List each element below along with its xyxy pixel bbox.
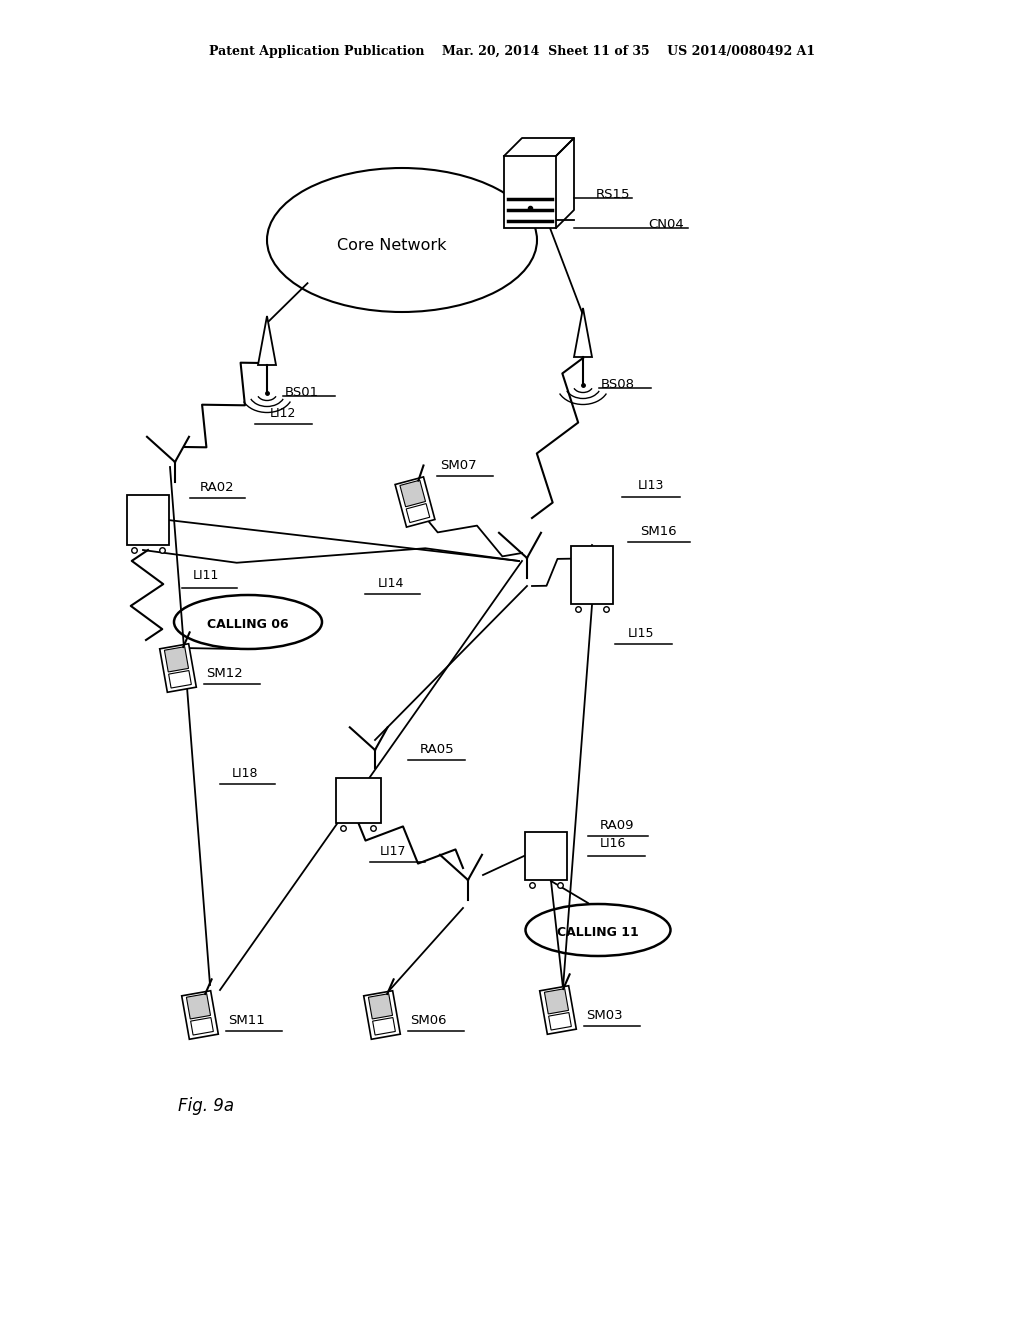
Text: CALLING 06: CALLING 06 xyxy=(207,618,289,631)
Text: SM06: SM06 xyxy=(410,1014,446,1027)
Text: LI13: LI13 xyxy=(638,479,665,492)
Polygon shape xyxy=(190,1018,213,1035)
Text: BS01: BS01 xyxy=(285,385,319,399)
Bar xyxy=(127,495,169,545)
Text: LI17: LI17 xyxy=(380,845,407,858)
Text: LI11: LI11 xyxy=(193,569,219,582)
Text: LI16: LI16 xyxy=(600,837,627,850)
Text: SM11: SM11 xyxy=(228,1014,265,1027)
Text: RA05: RA05 xyxy=(420,743,455,756)
Text: RA02: RA02 xyxy=(200,480,234,494)
Text: LI18: LI18 xyxy=(232,767,258,780)
Polygon shape xyxy=(165,647,188,672)
Polygon shape xyxy=(545,989,568,1014)
Text: SM03: SM03 xyxy=(586,1008,623,1022)
Text: LI14: LI14 xyxy=(378,577,404,590)
Bar xyxy=(571,546,613,605)
Text: SM16: SM16 xyxy=(640,525,677,539)
Text: SM07: SM07 xyxy=(440,459,476,473)
Text: Fig. 9a: Fig. 9a xyxy=(178,1097,234,1115)
Polygon shape xyxy=(549,1012,571,1030)
Polygon shape xyxy=(373,1018,395,1035)
Text: BS08: BS08 xyxy=(601,378,635,391)
Polygon shape xyxy=(504,156,556,228)
Text: Core Network: Core Network xyxy=(337,238,446,252)
Polygon shape xyxy=(400,480,426,507)
Polygon shape xyxy=(540,986,577,1035)
Text: CN04: CN04 xyxy=(648,218,684,231)
Polygon shape xyxy=(364,991,400,1039)
Text: LI15: LI15 xyxy=(628,627,654,640)
Polygon shape xyxy=(574,308,592,356)
Text: Patent Application Publication    Mar. 20, 2014  Sheet 11 of 35    US 2014/00804: Patent Application Publication Mar. 20, … xyxy=(209,45,815,58)
Text: SM12: SM12 xyxy=(206,667,243,680)
Text: RS15: RS15 xyxy=(596,187,631,201)
Bar xyxy=(336,777,381,822)
Text: CALLING 11: CALLING 11 xyxy=(557,925,639,939)
Text: RA09: RA09 xyxy=(600,818,635,832)
Bar xyxy=(525,832,567,880)
Polygon shape xyxy=(395,477,435,527)
Text: LI12: LI12 xyxy=(270,407,296,420)
Polygon shape xyxy=(160,644,197,692)
Polygon shape xyxy=(407,504,430,523)
Polygon shape xyxy=(258,315,276,366)
Polygon shape xyxy=(181,991,218,1039)
Polygon shape xyxy=(369,994,392,1019)
Polygon shape xyxy=(169,671,191,688)
Polygon shape xyxy=(186,994,211,1019)
